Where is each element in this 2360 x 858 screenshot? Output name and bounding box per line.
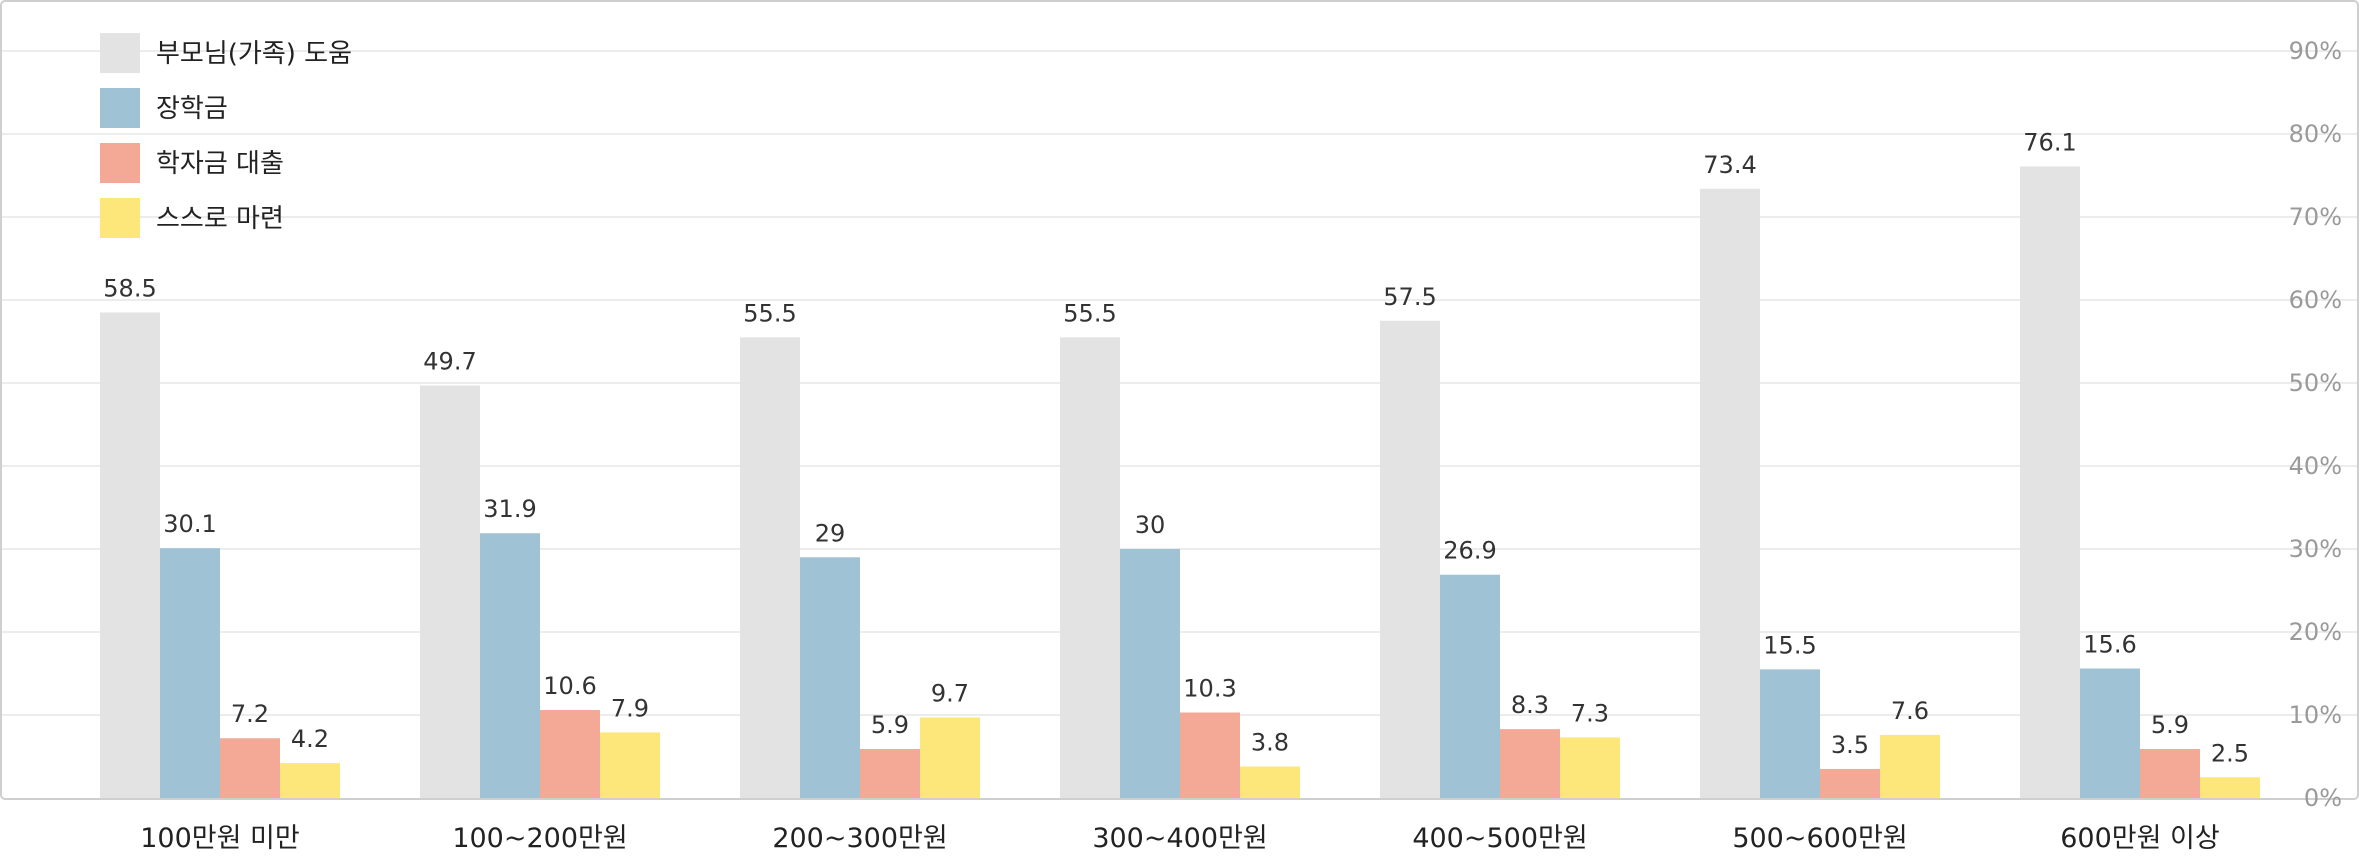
- data-label: 4.2: [291, 725, 329, 753]
- data-label: 29: [815, 519, 846, 547]
- bar-1-7: [2020, 166, 2080, 798]
- y-tick-label: 70%: [2289, 203, 2342, 231]
- legend-label: 스스로 마련: [156, 204, 284, 234]
- legend-label: 학자금 대출: [156, 149, 284, 179]
- x-tick-label: 400~500만원: [1412, 823, 1587, 854]
- x-tick-label: 600만원 이상: [2060, 823, 2219, 854]
- y-tick-label: 80%: [2289, 120, 2342, 148]
- data-label: 10.3: [1183, 675, 1236, 703]
- bar-3-6: [1820, 768, 1880, 798]
- data-label: 49.7: [423, 347, 476, 375]
- bar-1-1: [100, 312, 160, 798]
- data-label: 10.6: [543, 672, 596, 700]
- bar-3-3: [860, 749, 920, 798]
- y-tick-label: 90%: [2289, 37, 2342, 65]
- bar-1-2: [420, 385, 480, 798]
- bar-1-6: [1700, 188, 1760, 798]
- y-tick-label: 50%: [2289, 369, 2342, 397]
- bar-4-2: [600, 732, 660, 798]
- y-tick-label: 10%: [2289, 701, 2342, 729]
- x-tick-label: 300~400만원: [1092, 823, 1267, 854]
- bar-3-1: [220, 738, 280, 798]
- y-tick-label: 30%: [2289, 535, 2342, 563]
- data-label: 30: [1135, 511, 1166, 539]
- y-tick-label: 20%: [2289, 618, 2342, 646]
- data-label: 26.9: [1443, 537, 1496, 565]
- bar-4-3: [920, 717, 980, 798]
- data-label: 15.5: [1763, 631, 1816, 659]
- x-tick-label: 200~300만원: [772, 823, 947, 854]
- data-label: 57.5: [1383, 283, 1436, 311]
- bar-2-6: [1760, 669, 1820, 798]
- bar-3-4: [1180, 712, 1240, 798]
- data-label: 9.7: [931, 679, 969, 707]
- bar-4-6: [1880, 734, 1940, 798]
- legend-label: 장학금: [156, 94, 228, 124]
- data-label: 5.9: [2151, 711, 2189, 739]
- data-label: 31.9: [483, 495, 536, 523]
- data-label: 73.4: [1703, 151, 1756, 179]
- bar-4-5: [1560, 737, 1620, 798]
- data-label: 15.6: [2083, 631, 2136, 659]
- legend-swatch: [100, 33, 140, 73]
- data-label: 5.9: [871, 711, 909, 739]
- legend-swatch: [100, 143, 140, 183]
- bar-1-4: [1060, 337, 1120, 798]
- x-tick-label: 500~600만원: [1732, 823, 1907, 854]
- data-label: 3.8: [1251, 728, 1289, 756]
- x-tick-label: 100~200만원: [452, 823, 627, 854]
- data-label: 3.5: [1831, 731, 1869, 759]
- bar-2-3: [800, 557, 860, 798]
- data-label: 55.5: [1063, 299, 1116, 327]
- bar-3-7: [2140, 749, 2200, 798]
- data-label: 7.2: [231, 700, 269, 728]
- bar-3-5: [1500, 729, 1560, 798]
- bar-2-7: [2080, 668, 2140, 798]
- y-tick-label: 0%: [2304, 784, 2342, 812]
- data-label: 7.9: [611, 694, 649, 722]
- data-label: 7.3: [1571, 699, 1609, 727]
- bar-3-2: [540, 710, 600, 798]
- bar-2-4: [1120, 549, 1180, 798]
- data-label: 30.1: [163, 510, 216, 538]
- bar-1-5: [1380, 320, 1440, 798]
- data-label: 2.5: [2211, 739, 2249, 767]
- bar-2-1: [160, 548, 220, 798]
- y-tick-label: 40%: [2289, 452, 2342, 480]
- bar-2-2: [480, 533, 540, 798]
- legend-label: 부모님(가족) 도움: [156, 39, 352, 69]
- data-label: 8.3: [1511, 691, 1549, 719]
- data-label: 7.6: [1891, 697, 1929, 725]
- chart-frame: [0, 0, 2359, 800]
- legend-swatch: [100, 88, 140, 128]
- bar-2-5: [1440, 574, 1500, 798]
- data-label: 58.5: [103, 274, 156, 302]
- x-tick-label: 100만원 미만: [140, 823, 299, 854]
- bar-4-1: [280, 763, 340, 798]
- data-label: 76.1: [2023, 128, 2076, 156]
- data-label: 55.5: [743, 299, 796, 327]
- legend-swatch: [100, 198, 140, 238]
- bar-1-3: [740, 337, 800, 798]
- y-tick-label: 60%: [2289, 286, 2342, 314]
- bar-4-4: [1240, 766, 1300, 798]
- bar-4-7: [2200, 777, 2260, 798]
